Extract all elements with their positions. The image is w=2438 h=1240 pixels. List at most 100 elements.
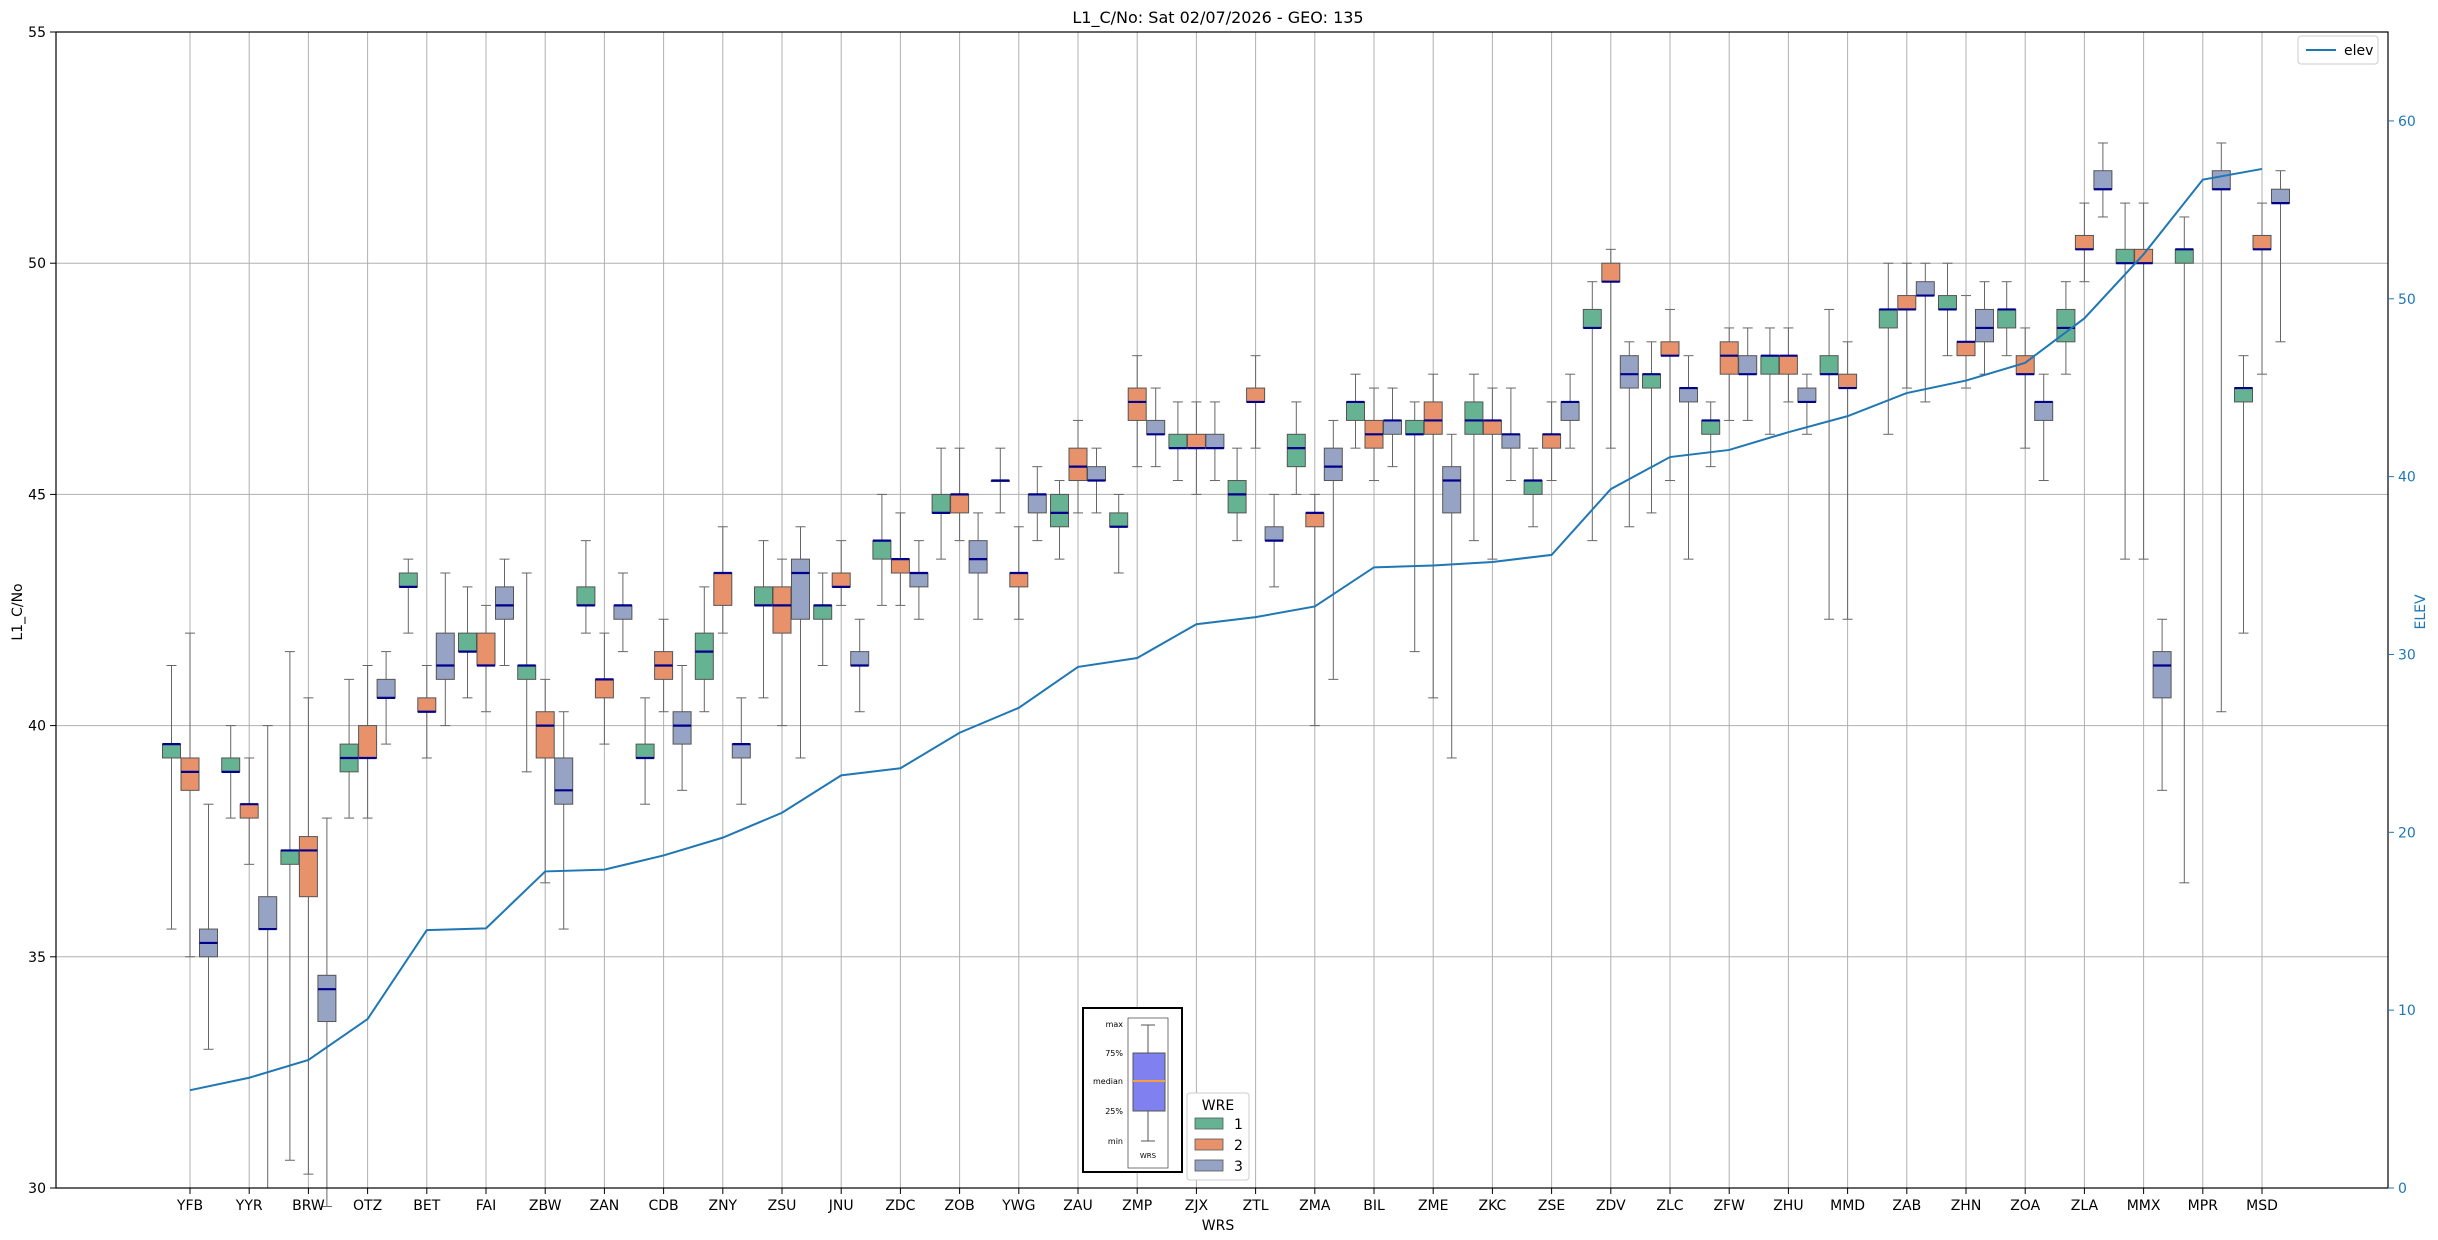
y-tick-label: 30 (28, 1181, 46, 1197)
box-BET-wre-3 (435, 572, 455, 727)
box-iqr (1027, 493, 1047, 514)
box-iqr (1246, 387, 1266, 403)
box-iqr (950, 493, 970, 514)
box-ZJX-wre-2 (1186, 401, 1206, 495)
box-iqr (1878, 308, 1898, 329)
box-MPR-wre-1 (2174, 216, 2194, 884)
box-ZJX-wre-1 (1168, 401, 1188, 482)
x-tick-label-zau: ZAU (1063, 1198, 1092, 1214)
box-MMD-wre-1 (1819, 308, 1839, 620)
elev-legend-label: elev (2344, 43, 2373, 59)
y2-tick-label: 0 (2398, 1181, 2407, 1197)
box-FAI-wre-2 (476, 604, 496, 713)
y2-tick-label: 20 (2398, 825, 2416, 841)
box-iqr (1286, 433, 1306, 468)
plot-frame (55, 31, 2389, 1189)
box-key-label-median: median (1093, 1077, 1123, 1086)
box-iqr (1501, 433, 1521, 449)
box-iqr (813, 604, 833, 620)
wre-legend: WRE 1 2 3 (1186, 1092, 1250, 1181)
box-iqr (731, 743, 751, 759)
box-MMX-wre-2 (2134, 202, 2154, 560)
box-ZMA-wre-3 (1323, 419, 1343, 680)
box-ZKC-wre-2 (1482, 387, 1502, 560)
box-iqr (1523, 480, 1543, 495)
x-tick-label-zdc: ZDC (885, 1198, 915, 1214)
box-YWG-wre-3 (1027, 466, 1047, 542)
box-OTZ-wre-2 (358, 664, 378, 819)
legend-swatch-1 (1194, 1117, 1224, 1130)
box-iqr (1482, 419, 1502, 435)
x-tick-label-jnu: JNU (828, 1198, 854, 1214)
box-iqr (1542, 433, 1562, 449)
box-iqr (1760, 355, 1780, 375)
box-ZSU-wre-2 (772, 558, 792, 727)
box-iqr (1915, 281, 1935, 297)
box-iqr (1679, 387, 1698, 403)
box-ZMP-wre-3 (1146, 387, 1166, 468)
box-ZDV-wre-3 (1619, 341, 1639, 528)
box-ZKC-wre-3 (1501, 387, 1521, 482)
box-iqr (162, 743, 181, 759)
box-iqr (2152, 651, 2172, 699)
box-key-label-75: 75% (1105, 1049, 1123, 1058)
box-iqr (476, 632, 496, 666)
box-ZAN-wre-3 (613, 572, 633, 653)
box-ZOA-wre-1 (1997, 281, 2017, 357)
box-iqr (1127, 387, 1147, 421)
box-ZOA-wre-3 (2034, 373, 2054, 482)
x-tick-label-zkc: ZKC (1479, 1198, 1507, 1214)
box-iqr (2115, 248, 2135, 264)
box-iqr (1819, 355, 1839, 375)
legend-swatch-3 (1194, 1159, 1224, 1172)
box-iqr (554, 757, 574, 805)
box-iqr (517, 664, 537, 680)
y2-axis-label: ELEV (2413, 594, 2429, 629)
box-MSD-wre-3 (2271, 170, 2290, 343)
box-ZME-wre-3 (1442, 433, 1462, 759)
box-ZFW-wre-1 (1701, 401, 1721, 468)
x-tick-label-zse: ZSE (1538, 1198, 1565, 1214)
box-iqr (1660, 341, 1680, 357)
box-ZFW-wre-3 (1738, 327, 1758, 421)
box-iqr (1701, 419, 1721, 435)
box-key-label-min: min (1108, 1137, 1123, 1146)
box-iqr (1797, 387, 1817, 403)
box-iqr (1068, 447, 1088, 482)
x-tick-label-bet: BET (413, 1198, 440, 1214)
chart-title: L1_C/No: Sat 02/07/2026 - GEO: 135 (1072, 8, 1363, 28)
box-ZMP-wre-2 (1127, 355, 1147, 468)
box-iqr (1323, 447, 1343, 482)
x-tick-label-ywg: YWG (1001, 1198, 1035, 1214)
box-iqr (1050, 493, 1069, 528)
box-ZHU-wre-2 (1778, 327, 1798, 403)
box-iqr (1838, 373, 1858, 389)
x-tick-label-mmd: MMD (1830, 1198, 1865, 1214)
box-ZAB-wre-3 (1915, 262, 1935, 403)
box-YFB-wre-1 (162, 664, 181, 930)
box-ZAN-wre-1 (576, 540, 596, 634)
box-iqr (1305, 512, 1325, 528)
box-ZME-wre-2 (1423, 373, 1443, 699)
y-tick-label: 55 (28, 25, 46, 41)
box-YFB-wre-2 (180, 632, 200, 958)
box-ZMP-wre-1 (1109, 493, 1129, 574)
box-ZLA-wre-3 (2093, 142, 2113, 218)
y-tick-label: 50 (28, 256, 46, 272)
box-YFB-wre-3 (199, 803, 218, 1050)
box-ZLA-wre-2 (2074, 202, 2094, 283)
box-ZHU-wre-3 (1797, 373, 1817, 435)
box-iqr (1423, 401, 1443, 435)
box-ZSE-wre-3 (1560, 373, 1580, 449)
box-BRW-wre-3 (317, 817, 337, 1207)
box-CDB-wre-1 (635, 697, 655, 805)
box-iqr (772, 586, 792, 634)
x-tick-label-zoa: ZOA (2010, 1198, 2040, 1214)
box-ZLC-wre-3 (1679, 355, 1698, 560)
box-iqr (2074, 234, 2094, 250)
box-MMD-wre-2 (1838, 341, 1858, 620)
box-BET-wre-1 (398, 558, 418, 634)
box-ZDV-wre-2 (1601, 248, 1621, 449)
x-tick-label-cdb: CDB (649, 1198, 679, 1214)
box-MSD-wre-2 (2252, 202, 2272, 375)
